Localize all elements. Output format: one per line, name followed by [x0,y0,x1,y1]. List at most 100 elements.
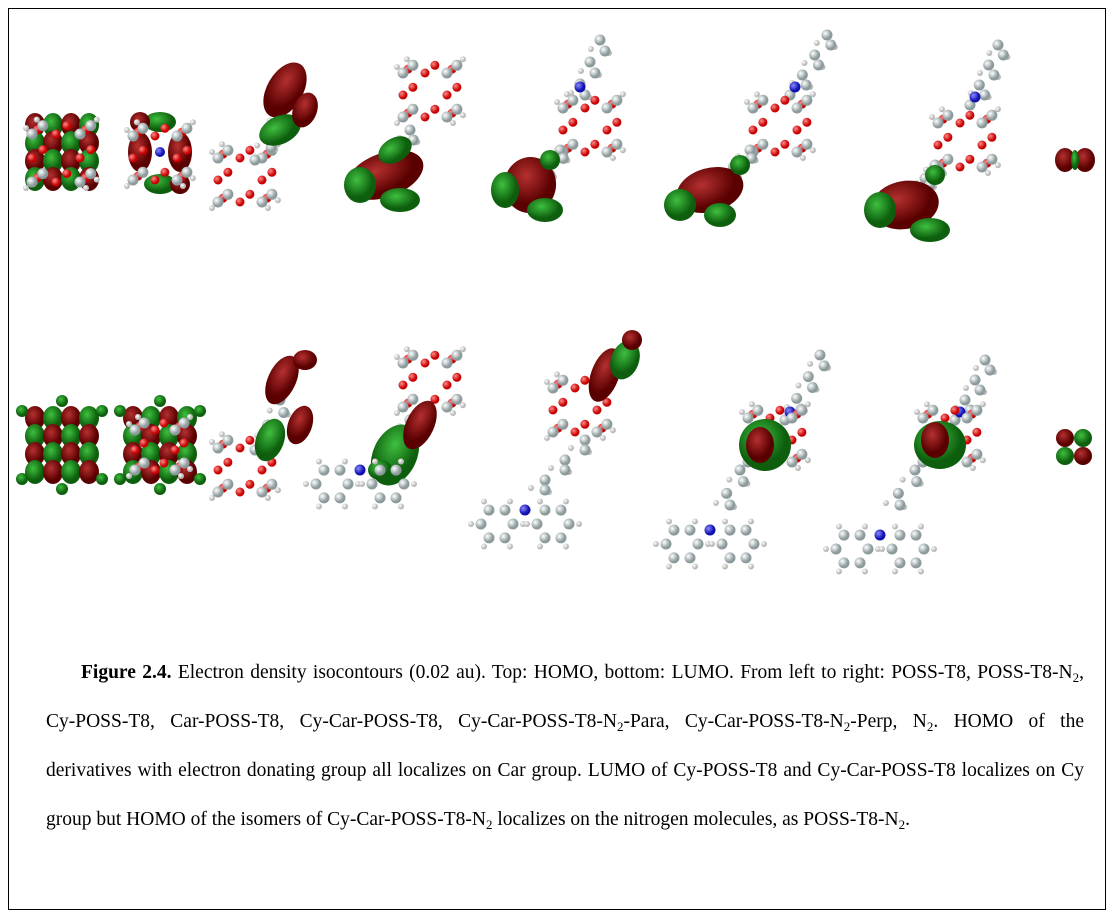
atom [592,427,603,438]
atom [303,481,309,487]
atom [578,68,584,74]
atom [359,481,365,487]
atom [918,523,924,529]
atom [316,458,322,464]
atom [792,147,803,158]
atom [450,120,456,126]
atom [757,139,768,150]
atom [187,414,193,420]
atom [160,168,169,177]
atom [787,457,798,468]
atom [442,402,453,413]
atom [394,64,400,70]
atom [532,519,543,530]
atom [669,525,680,536]
atom [181,167,192,178]
atom [128,131,139,142]
atom [895,500,906,511]
atom [134,119,140,125]
atom [722,564,728,570]
atom [600,46,611,57]
atom [839,530,850,541]
atom [836,523,842,529]
atom [548,383,559,394]
atom [173,154,182,163]
atom [62,121,71,130]
atom [581,104,590,113]
atom [236,488,245,497]
atom [266,479,277,490]
atom [793,126,802,135]
atom [404,56,410,62]
atom [581,148,590,157]
orbital-lobe [16,473,28,485]
atom [548,465,554,471]
atom [666,564,672,570]
atom [181,123,192,134]
orbital-lobe [380,188,420,212]
atom [563,498,569,504]
atom [62,169,71,178]
atom [918,569,924,575]
atom [580,435,591,446]
atom [407,394,418,405]
atom [394,410,400,416]
orbital-lobe [1074,429,1092,447]
atom [430,351,439,360]
atom [726,477,732,483]
atom [754,91,760,97]
atom [560,455,571,466]
atom [86,145,95,154]
atom [404,346,410,352]
atom [222,435,233,446]
atom [554,99,560,105]
atom [500,505,511,516]
atom [757,95,768,106]
atom [245,146,254,155]
atom [27,177,38,188]
atom [37,120,48,131]
atom [801,80,812,91]
atom [985,170,991,176]
atom [452,373,461,382]
atom [892,569,898,575]
atom [267,168,276,177]
atom [749,126,758,135]
atom [791,393,802,404]
atom [929,114,935,120]
orbital-lobe [114,405,126,417]
atom [180,439,189,448]
atom [831,544,842,555]
atom [468,521,474,527]
atom [219,141,225,147]
caption-text: Electron density isocontours (0.02 au). … [171,662,1072,683]
atom [421,359,430,368]
atom [977,70,983,76]
atom [942,154,953,165]
atom [862,523,868,529]
atom [819,360,830,371]
atom [481,498,487,504]
atom [771,148,780,157]
atom [236,198,245,207]
atom [602,103,613,114]
atom [236,154,245,163]
atom [484,505,495,516]
atom [130,425,141,436]
atom [610,427,616,433]
atom [803,371,814,382]
orbital-lobe [194,405,206,417]
atom [556,532,567,543]
atom [213,153,224,164]
atom [137,123,148,134]
atom [209,439,215,445]
atom [879,546,885,552]
atom [971,449,982,460]
atom [974,80,985,91]
atom [451,60,462,71]
atom [342,458,348,464]
atom [408,83,417,92]
orbital-lobe [910,218,950,242]
orbital-lobe [527,198,563,222]
atom [797,70,808,81]
